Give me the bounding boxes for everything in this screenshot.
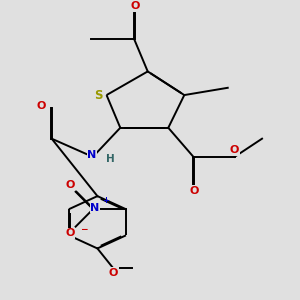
Text: O: O (65, 228, 75, 238)
Text: +: + (102, 196, 109, 205)
Text: O: O (230, 145, 239, 155)
Text: O: O (130, 1, 140, 11)
Text: S: S (94, 88, 103, 102)
Text: O: O (109, 268, 118, 278)
Text: N: N (90, 203, 100, 213)
Text: N: N (87, 150, 97, 160)
Text: O: O (37, 101, 46, 111)
Text: H: H (106, 154, 115, 164)
Text: O: O (190, 186, 199, 197)
Text: O: O (65, 180, 75, 190)
Text: −: − (80, 225, 88, 234)
